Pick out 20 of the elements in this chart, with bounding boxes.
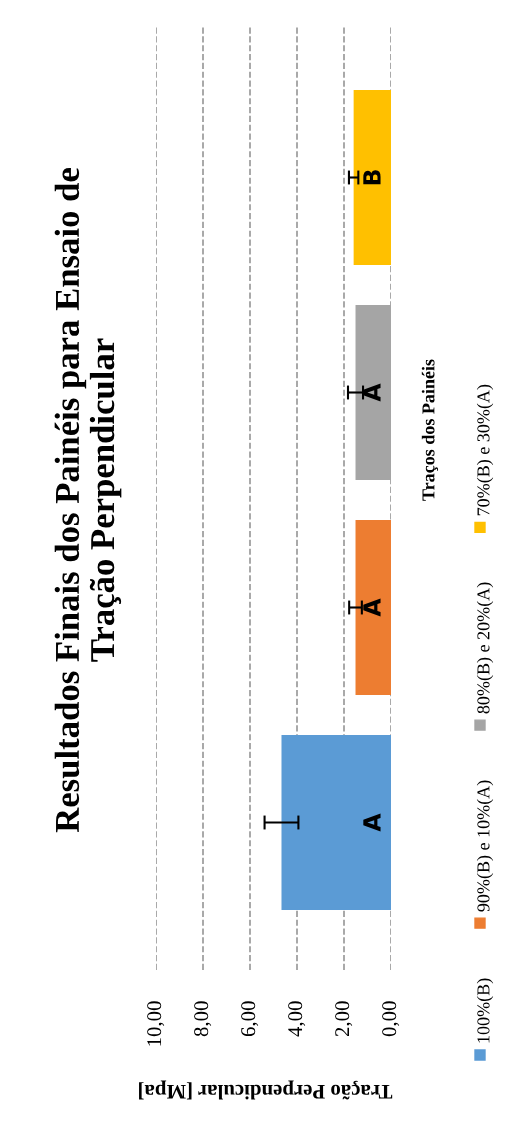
data-label: A bbox=[363, 383, 381, 402]
x-tick-label: 6,00 bbox=[241, 1001, 259, 1037]
x-tick-label: 2,00 bbox=[335, 1001, 353, 1037]
data-label: A bbox=[363, 813, 381, 832]
x-tick-label: 4,00 bbox=[288, 1001, 306, 1037]
bar bbox=[281, 735, 391, 910]
text: 80%(B) e 20%(A) bbox=[476, 582, 494, 714]
bar bbox=[353, 90, 391, 265]
y-axis-title: Traços dos Painéis bbox=[421, 359, 439, 501]
data-label: A bbox=[363, 598, 381, 617]
x-tick-label: 0,00 bbox=[382, 1001, 400, 1037]
text: 90%(B) e 10%(A) bbox=[476, 780, 494, 912]
text: 100%(B) bbox=[476, 978, 494, 1043]
text: 70%(B) e 30%(A) bbox=[476, 384, 494, 516]
x-tick-label: 8,00 bbox=[194, 1001, 212, 1037]
bar bbox=[355, 520, 391, 695]
text: Resultados Finais dos Painéis para Ensaio de Tração Perpendicular bbox=[54, 168, 122, 833]
x-tick-label: 10,00 bbox=[147, 1001, 165, 1046]
x-axis-title: Tração Perpendicular [Mpa] bbox=[139, 1080, 393, 1100]
data-label: B bbox=[363, 170, 381, 185]
